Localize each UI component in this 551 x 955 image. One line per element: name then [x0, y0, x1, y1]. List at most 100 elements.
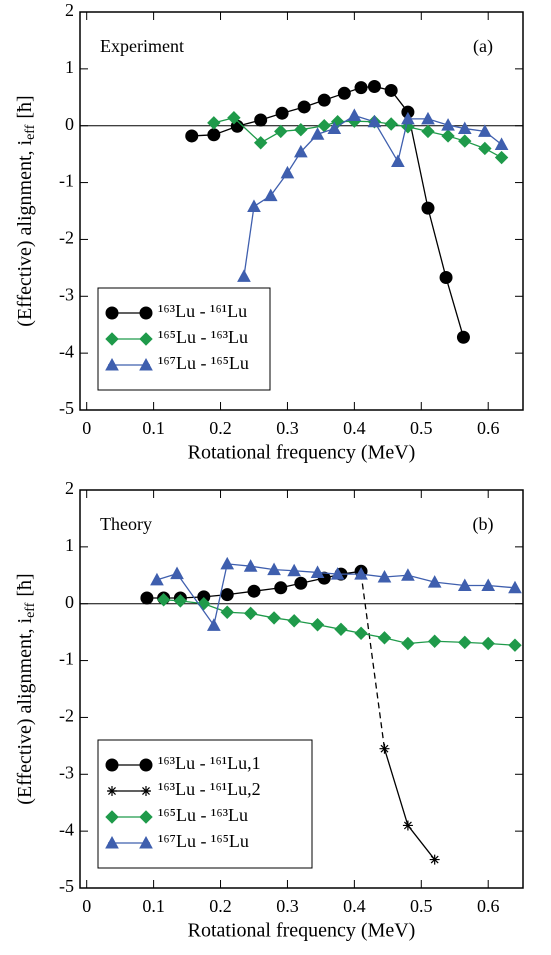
x-tick-label: 0.1 — [142, 896, 165, 916]
x-tick-label: 0.1 — [142, 418, 165, 438]
marker — [402, 820, 413, 831]
marker — [243, 559, 258, 572]
marker — [206, 618, 221, 631]
y-tick-label: -5 — [59, 398, 74, 418]
marker — [274, 581, 288, 595]
marker — [254, 113, 268, 127]
marker — [421, 201, 435, 215]
marker — [327, 121, 342, 135]
marker — [105, 332, 119, 346]
marker — [141, 786, 151, 796]
x-axis-label: Rotational frequency (MeV) — [188, 920, 416, 942]
legend-box — [97, 739, 313, 869]
marker — [379, 743, 390, 754]
series-line — [383, 748, 436, 860]
marker — [263, 188, 278, 202]
marker — [150, 572, 164, 586]
y-axis-label-sub: eff — [23, 602, 38, 618]
y-axis-label-sub: eff — [23, 124, 38, 140]
marker — [287, 563, 301, 577]
y-axis-label: (Effective) alignment, ieff [ħ] — [14, 573, 39, 804]
y-tick-label: -2 — [59, 228, 74, 248]
marker — [237, 269, 251, 282]
y-tick-label: -1 — [59, 171, 74, 191]
marker — [456, 330, 470, 344]
y-tick-label: -4 — [59, 819, 74, 839]
marker — [377, 569, 392, 583]
panel-annotation: Experiment — [100, 36, 184, 56]
panel-annotation: Theory — [100, 514, 152, 534]
y-tick-label: -2 — [59, 706, 74, 726]
legend-label: ¹⁶³Lu - ¹⁶¹Lu,1 — [158, 753, 261, 773]
x-tick-label: 0 — [82, 418, 91, 438]
plot-frame — [79, 11, 524, 411]
x-tick-label: 0.4 — [343, 418, 366, 438]
marker — [439, 271, 453, 285]
marker — [140, 591, 154, 605]
marker — [441, 129, 455, 143]
x-tick-label: 0.5 — [410, 418, 433, 438]
marker — [508, 580, 522, 594]
marker — [297, 100, 311, 114]
y-tick-label: 0 — [65, 592, 74, 612]
marker — [310, 618, 325, 632]
marker — [384, 117, 398, 131]
marker — [105, 810, 119, 824]
marker — [508, 638, 522, 652]
marker — [421, 124, 435, 139]
marker — [107, 786, 117, 796]
x-tick-label: 0.6 — [477, 418, 500, 438]
marker — [227, 111, 241, 125]
y-axis-label-unit: [ħ] — [14, 95, 36, 118]
legend-label: ¹⁶⁷Lu - ¹⁶⁵Lu — [158, 353, 249, 373]
marker — [139, 810, 153, 824]
series-line-dashed — [360, 573, 386, 749]
marker — [247, 199, 261, 212]
x-axis-label: Rotational frequency (MeV) — [188, 442, 416, 464]
y-tick-label: -4 — [59, 341, 74, 361]
y-tick-label: 0 — [65, 114, 74, 134]
marker — [481, 636, 495, 651]
marker — [287, 614, 301, 628]
legend-label: ¹⁶⁵Lu - ¹⁶³Lu — [158, 805, 248, 825]
marker — [384, 83, 398, 97]
plot-frame — [79, 489, 524, 889]
marker — [354, 81, 368, 95]
marker — [391, 154, 405, 168]
marker — [367, 114, 382, 128]
marker — [139, 357, 153, 371]
marker — [401, 111, 415, 125]
marker — [481, 578, 496, 592]
marker — [156, 593, 171, 607]
marker — [367, 79, 381, 93]
y-tick-label: 1 — [65, 57, 74, 77]
marker — [105, 758, 119, 772]
y-tick-label: 1 — [65, 535, 74, 555]
marker — [139, 306, 153, 320]
marker — [293, 144, 308, 158]
marker — [243, 606, 258, 621]
marker — [220, 588, 234, 602]
marker — [337, 86, 351, 100]
marker — [185, 129, 199, 143]
marker — [105, 357, 119, 371]
x-tick-label: 0 — [82, 896, 91, 916]
x-tick-label: 0.4 — [343, 896, 366, 916]
marker — [354, 567, 368, 580]
marker — [429, 854, 440, 865]
x-tick-label: 0.5 — [410, 896, 433, 916]
x-tick-label: 0.3 — [276, 896, 299, 916]
marker — [207, 116, 221, 130]
marker — [478, 124, 492, 137]
legend-label: ¹⁶³Lu - ¹⁶¹Lu,2 — [158, 779, 261, 799]
marker — [377, 631, 392, 645]
y-axis-label-text: (Effective) alignment, i — [14, 139, 36, 326]
marker — [139, 332, 153, 346]
x-tick-label: 0.6 — [477, 896, 500, 916]
y-axis-label-text: (Effective) alignment, i — [14, 617, 36, 804]
marker — [247, 584, 261, 598]
marker — [457, 121, 472, 135]
x-tick-label: 0.3 — [276, 418, 299, 438]
y-axis-label: (Effective) alignment, ieff [ħ] — [14, 95, 39, 326]
